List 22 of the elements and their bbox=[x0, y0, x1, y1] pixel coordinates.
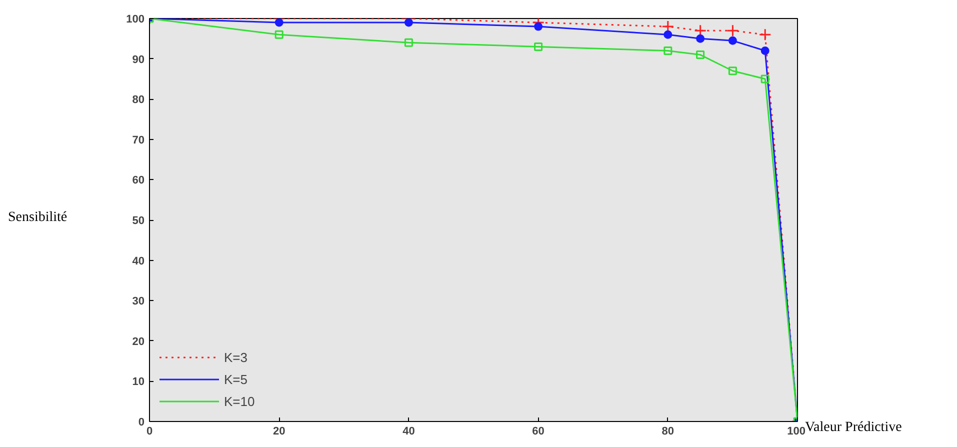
y-tick-label: 80 bbox=[132, 94, 145, 106]
legend-label: K=10 bbox=[224, 394, 255, 408]
y-tick-label: 100 bbox=[126, 14, 145, 26]
y-tick-label: 30 bbox=[132, 296, 145, 308]
x-tick-label: 60 bbox=[532, 426, 544, 438]
y-tick-label: 40 bbox=[132, 255, 145, 268]
y-tick-label: 20 bbox=[132, 336, 145, 348]
x-tick-label: 0 bbox=[146, 426, 153, 438]
x-tick-label: 40 bbox=[402, 426, 415, 438]
y-tick-label: 10 bbox=[132, 376, 145, 388]
y-tick-label: 70 bbox=[132, 134, 145, 146]
x-tick-label: 100 bbox=[787, 426, 806, 438]
y-tick-label: 50 bbox=[132, 215, 145, 227]
x-tick-label: 80 bbox=[662, 426, 674, 438]
y-tick-label: 60 bbox=[132, 174, 145, 187]
x-tick-label: 20 bbox=[272, 426, 286, 438]
legend-label: K=5 bbox=[224, 372, 248, 386]
y-tick-label: 90 bbox=[132, 54, 145, 66]
legend-label: K=3 bbox=[224, 350, 248, 364]
y-axis-title: Sensibilité bbox=[8, 209, 68, 227]
y-tick-label: 0 bbox=[138, 416, 145, 428]
x-axis-title: Valeur Prédictive bbox=[805, 419, 902, 437]
